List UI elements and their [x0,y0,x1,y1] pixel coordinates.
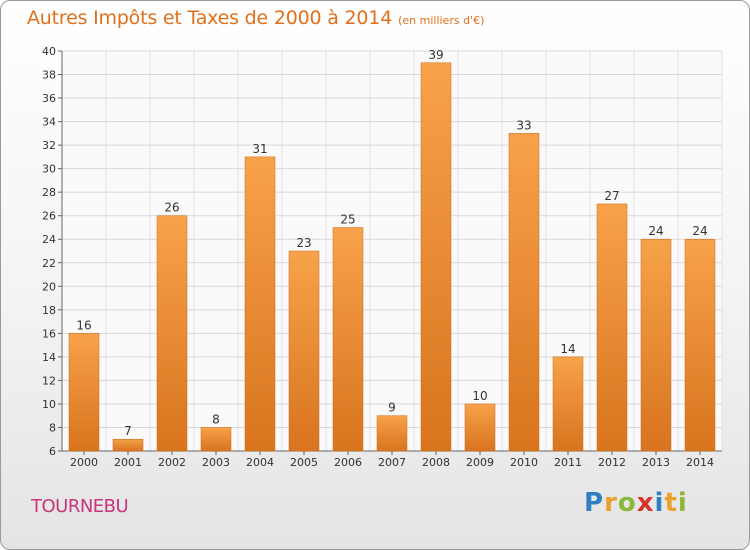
y-tick-label: 28 [42,186,56,199]
commune-name: TOURNEBU [31,496,129,517]
chart-title: Autres Impôts et Taxes de 2000 à 2014 (en… [27,7,484,29]
y-tick-label: 26 [42,210,56,223]
data-label-2000: 16 [76,318,91,332]
y-tick-label: 18 [42,304,56,317]
y-tick-label: 14 [42,351,56,364]
y-tick-label: 38 [42,69,56,82]
bar-2011 [552,356,584,452]
chart-title-text: Autres Impôts et Taxes de 2000 à 2014 [27,7,393,29]
x-tick-label-2007: 2007 [378,456,406,469]
y-tick-label: 10 [42,398,56,411]
y-tick-label: 22 [42,257,56,270]
x-tick-label-2000: 2000 [70,456,98,469]
x-tick-label-2004: 2004 [246,456,274,469]
y-tick-label: 24 [42,233,56,246]
data-label-2004: 31 [252,142,267,156]
data-label-2005: 23 [296,236,311,250]
y-tick-label: 36 [42,92,56,105]
y-tick-label: 40 [42,45,56,58]
y-tick-label: 34 [42,116,56,129]
x-tick-label-2009: 2009 [466,456,494,469]
bar-2009 [464,403,496,452]
proxiti-logo[interactable]: Proxiti [584,488,688,518]
y-tick-label: 32 [42,139,56,152]
data-label-2013: 24 [648,224,663,238]
y-tick-label: 6 [49,445,56,458]
logo-letter: P [584,488,605,518]
x-tick-label-2006: 2006 [334,456,362,469]
bar-2002 [156,215,188,452]
logo-letter: i [654,488,665,518]
x-tick-label-2012: 2012 [598,456,626,469]
x-tick-label-2003: 2003 [202,456,230,469]
x-tick-label-2010: 2010 [510,456,538,469]
data-label-2009: 10 [472,389,487,403]
x-tick-label-2013: 2013 [642,456,670,469]
data-label-2010: 33 [516,118,531,132]
x-tick-label-2002: 2002 [158,456,186,469]
bar-2006 [332,227,364,452]
data-label-2003: 8 [212,412,220,426]
logo-letter: o [617,488,637,518]
bar-2010 [508,133,540,452]
logo-letter: t [664,488,678,518]
x-tick-label-2014: 2014 [686,456,714,469]
bar-2007 [376,415,408,452]
data-label-2011: 14 [560,342,575,356]
bar-2013 [640,238,672,452]
bar-2005 [288,250,320,452]
logo-letter: r [604,488,618,518]
bar-2008 [420,62,452,452]
y-tick-label: 8 [49,421,56,434]
y-tick-label: 12 [42,374,56,387]
x-tick-label-2011: 2011 [554,456,582,469]
data-label-2001: 7 [124,424,132,438]
bar-2000 [68,333,100,452]
bar-2003 [200,427,232,452]
bar-2004 [244,156,276,452]
data-label-2006: 25 [340,212,355,226]
bar-2012 [596,203,628,452]
x-tick-label-2008: 2008 [422,456,450,469]
logo-letter: i [677,488,688,518]
data-label-2007: 9 [388,401,396,415]
x-tick-label-2005: 2005 [290,456,318,469]
data-label-2014: 24 [692,224,707,238]
logo-letter: x [636,488,655,518]
chart-subtitle: (en milliers d'€) [398,14,485,27]
data-label-2008: 39 [428,48,443,62]
y-tick-label: 30 [42,163,56,176]
data-label-2002: 26 [164,201,179,215]
data-label-2012: 27 [604,189,619,203]
y-tick-label: 16 [42,327,56,340]
bar-2014 [684,238,716,452]
y-tick-label: 20 [42,280,56,293]
x-tick-label-2001: 2001 [114,456,142,469]
bar-2001 [112,438,144,452]
